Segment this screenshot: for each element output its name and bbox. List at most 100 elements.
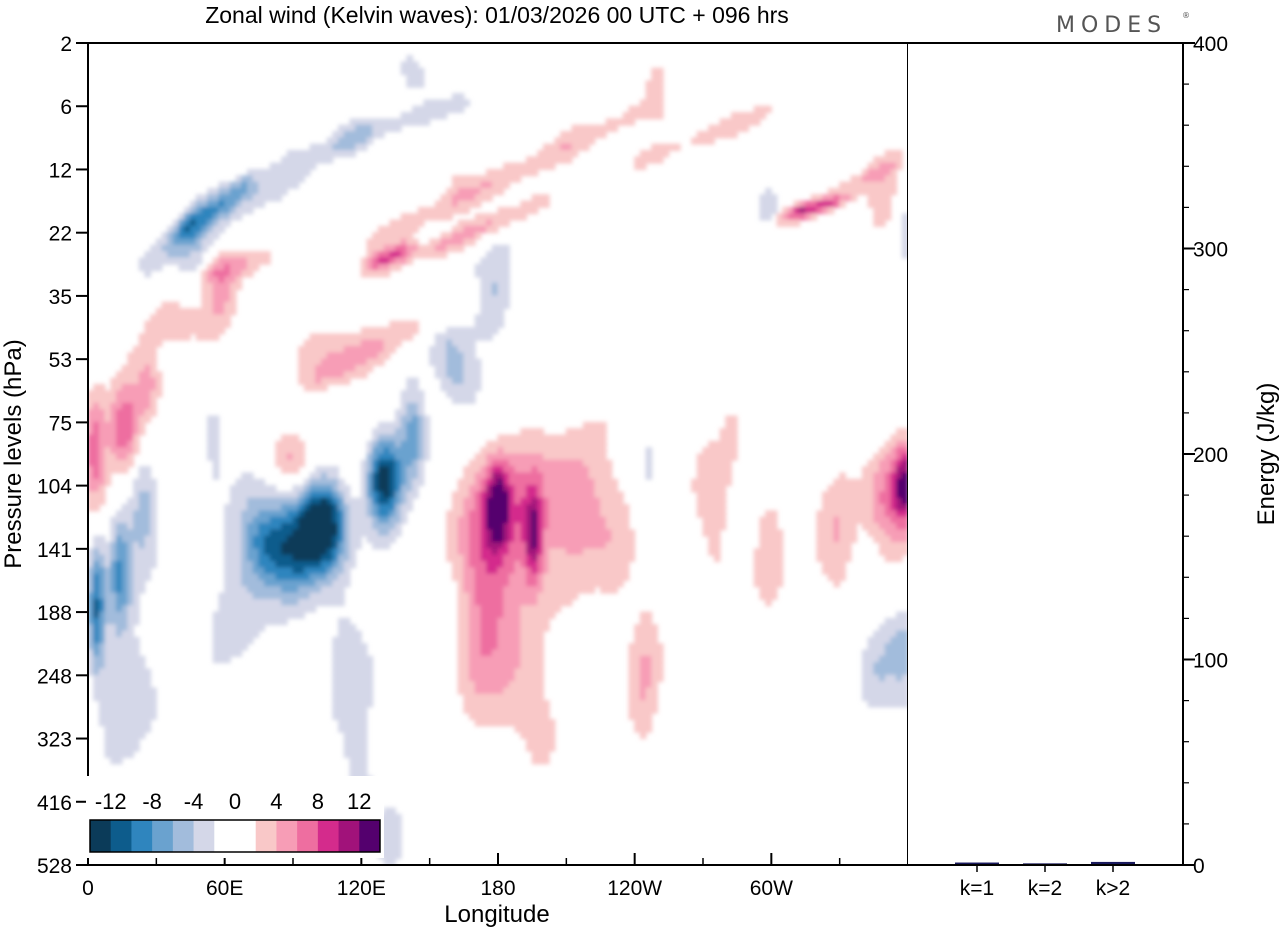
heatmap-cell — [451, 181, 459, 189]
heatmap-cell — [879, 681, 886, 689]
heatmap-cell — [298, 586, 305, 594]
heatmap-cell — [577, 510, 584, 518]
heatmap-cell — [383, 225, 391, 234]
heatmap-cell — [412, 402, 419, 411]
heatmap-cell — [497, 510, 505, 518]
heatmap-cell — [827, 187, 835, 196]
heatmap-cell — [298, 535, 305, 544]
heatmap-cell — [172, 257, 180, 265]
heatmap-cell — [93, 542, 100, 550]
heatmap-cell — [88, 630, 95, 638]
heatmap-cell — [377, 428, 385, 436]
heatmap-cell — [651, 687, 658, 695]
heatmap-cell — [207, 333, 214, 341]
heatmap-cell — [127, 662, 135, 670]
heatmap-cell — [315, 523, 322, 531]
heatmap-cell — [138, 421, 146, 430]
heatmap-cell — [338, 706, 345, 714]
heatmap-cell — [651, 80, 658, 88]
heatmap-cell — [560, 440, 567, 449]
heatmap-cell — [896, 700, 903, 708]
heatmap-cell — [88, 649, 95, 657]
heatmap-cell — [708, 472, 715, 480]
heatmap-cell — [144, 554, 152, 562]
heatmap-cell — [622, 542, 630, 550]
heatmap-cell — [110, 668, 117, 676]
heatmap-cell — [343, 567, 351, 575]
heatmap-cell — [360, 769, 368, 777]
heatmap-cell — [822, 554, 829, 562]
heatmap-cell — [497, 617, 505, 626]
heatmap-cell — [88, 573, 95, 581]
heatmap-cell — [514, 725, 522, 733]
heatmap-cell — [127, 428, 135, 436]
heatmap-cell — [457, 510, 465, 518]
heatmap-cell — [531, 523, 539, 531]
heatmap-cell — [463, 529, 471, 537]
heatmap-cell — [463, 485, 471, 493]
heatmap-cell — [372, 251, 379, 259]
heatmap-cell — [577, 472, 584, 480]
heatmap-cell — [759, 535, 767, 544]
heatmap-cell — [491, 548, 499, 556]
heatmap-cell — [514, 592, 522, 600]
heatmap-cell — [93, 548, 100, 556]
heatmap-cell — [349, 649, 357, 657]
heatmap-cell — [537, 649, 545, 657]
heatmap-cell — [343, 573, 351, 581]
heatmap-cell — [451, 225, 459, 234]
heatmap-cell — [873, 219, 881, 227]
heatmap-cell — [725, 415, 732, 423]
heatmap-cell — [480, 472, 488, 480]
heatmap-cell — [355, 535, 362, 544]
heatmap-cell — [577, 504, 584, 512]
heatmap-cell — [406, 497, 414, 506]
heatmap-cell — [497, 700, 505, 708]
heatmap-cell — [873, 206, 881, 215]
heatmap-cell — [88, 497, 95, 506]
heatmap-cell — [497, 213, 505, 221]
heatmap-cell — [104, 567, 112, 575]
heatmap-cell — [651, 112, 658, 120]
heatmap-cell — [338, 364, 345, 373]
heatmap-cell — [861, 485, 869, 493]
heatmap-cell — [884, 149, 892, 158]
heatmap-cell — [497, 636, 505, 645]
heatmap-cell — [565, 143, 573, 151]
heatmap-cell — [360, 118, 368, 126]
heatmap-cell — [406, 440, 414, 449]
heatmap-cell — [565, 447, 573, 455]
heatmap-cell — [867, 516, 875, 525]
heatmap-cell — [725, 447, 732, 455]
heatmap-cell — [486, 586, 493, 594]
heatmap-cell — [366, 358, 374, 366]
heatmap-cell — [121, 428, 129, 436]
heatmap-cell — [480, 535, 488, 544]
heatmap-cell — [486, 282, 493, 291]
heatmap-cell — [207, 200, 214, 208]
heatmap-cell — [457, 219, 465, 227]
heatmap-cell — [520, 598, 527, 607]
heatmap-cell — [480, 624, 488, 632]
heatmap-cell — [776, 219, 784, 227]
heatmap-cell — [867, 187, 875, 196]
heatmap-cell — [839, 187, 846, 196]
brand-registered-mark: ® — [1182, 11, 1196, 20]
heatmap-cell — [901, 611, 908, 619]
heatmap-cell — [93, 573, 100, 581]
heatmap-cell — [463, 649, 471, 657]
heatmap-cell — [776, 213, 784, 221]
heatmap-cell — [383, 333, 391, 341]
heatmap-cell — [332, 491, 340, 499]
heatmap-cell — [241, 175, 248, 183]
heatmap-cell — [201, 301, 209, 310]
heatmap-cell — [896, 440, 903, 449]
heatmap-cell — [451, 333, 459, 341]
heatmap-cell — [457, 105, 465, 114]
y-tick-label: 35 — [49, 286, 72, 309]
heatmap-cell — [320, 579, 328, 588]
heatmap-cell — [503, 510, 510, 518]
heatmap-cell — [474, 535, 482, 544]
heatmap-cell — [349, 738, 357, 746]
heatmap-cell — [389, 858, 396, 865]
